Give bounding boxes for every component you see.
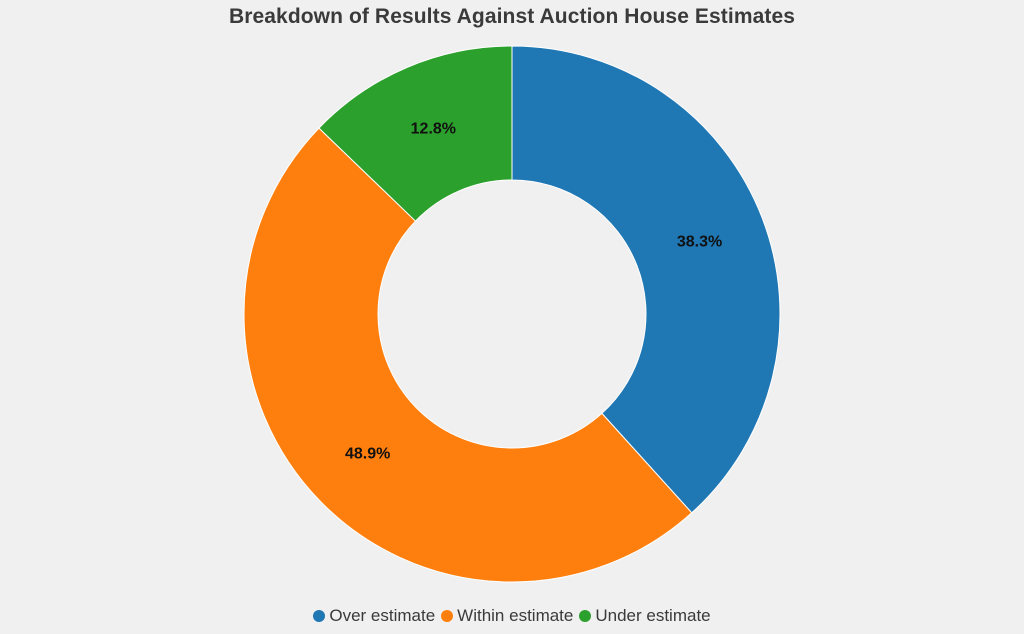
legend: Over estimate Within estimate Under esti…: [0, 606, 1024, 626]
data-label-over-estimate: 38.3%: [677, 233, 722, 250]
chart-title: Breakdown of Results Against Auction Hou…: [228, 5, 796, 28]
legend-swatch-under-estimate: [579, 610, 592, 622]
legend-item-over-estimate[interactable]: Over estimate: [313, 606, 435, 626]
data-label-under-estimate: 12.8%: [411, 121, 456, 138]
slice-within-estimate[interactable]: [243, 127, 693, 583]
legend-label-under-estimate: Under estimate: [595, 606, 711, 625]
legend-label-over-estimate: Over estimate: [329, 606, 436, 625]
legend-swatch-over-estimate: [313, 610, 326, 622]
legend-label-within-estimate: Within estimate: [457, 606, 574, 625]
legend-swatch-within-estimate: [441, 610, 454, 622]
slice-over-estimate[interactable]: [511, 45, 781, 514]
legend-item-under-estimate[interactable]: Under estimate: [579, 606, 711, 626]
slice-under-estimate[interactable]: [318, 45, 513, 222]
legend-item-within-estimate[interactable]: Within estimate: [441, 606, 573, 626]
data-label-within-estimate: 48.9%: [345, 445, 390, 462]
